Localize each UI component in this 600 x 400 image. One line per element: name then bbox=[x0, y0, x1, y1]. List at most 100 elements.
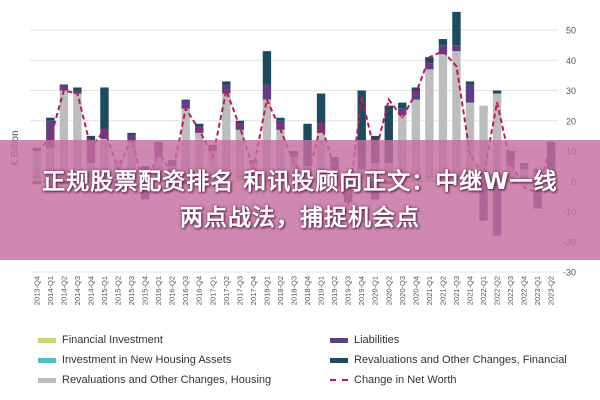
bar-revaluations-and-other-changes-housing bbox=[73, 93, 82, 176]
legend-swatch bbox=[330, 337, 348, 343]
net-worth-point bbox=[184, 107, 187, 110]
bar-revaluations-and-other-changes-housing bbox=[438, 54, 448, 176]
bar-revaluations-and-other-changes-financial bbox=[452, 11, 461, 46]
bar-revaluations-and-other-changes-financial bbox=[316, 93, 326, 124]
bar-liabilities bbox=[73, 90, 82, 94]
x-tick-label: 2020-Q4 bbox=[411, 276, 420, 305]
x-tick-label: 2014-Q3 bbox=[73, 276, 82, 305]
x-tick-label: 2017-Q2 bbox=[222, 276, 231, 305]
legend-item: Financial Investment bbox=[38, 334, 163, 346]
y-tick-label: 50 bbox=[566, 26, 576, 36]
x-tick-label: 2013-Q4 bbox=[32, 276, 41, 305]
bar-revaluations-and-other-changes-housing bbox=[262, 99, 272, 176]
x-tick-label: 2015-Q3 bbox=[127, 276, 136, 305]
bar-liabilities bbox=[276, 120, 285, 130]
net-worth-point bbox=[49, 138, 52, 140]
legend-swatch bbox=[38, 357, 56, 363]
y-tick-label: 40 bbox=[566, 56, 576, 66]
bar-liabilities bbox=[181, 99, 190, 109]
net-worth-point bbox=[198, 129, 201, 131]
bar-revaluations-and-other-changes-financial bbox=[465, 81, 475, 85]
bar-revaluations-and-other-changes-housing bbox=[452, 51, 461, 176]
promo-overlay-banner: 正规股票配资排名 和讯投顾向正文：中继W一线 两点战法，捕捉机会点 bbox=[0, 140, 600, 260]
net-worth-point bbox=[455, 65, 458, 68]
net-worth-point bbox=[266, 98, 268, 101]
legend-item: Investment in New Housing Assets bbox=[38, 354, 231, 366]
bar-liabilities bbox=[452, 45, 461, 52]
x-tick-label: 2020-Q3 bbox=[398, 276, 407, 305]
bar-revaluations-and-other-changes-financial bbox=[398, 102, 407, 109]
net-worth-point bbox=[103, 129, 106, 131]
bar-revaluations-and-other-changes-housing bbox=[222, 93, 231, 176]
x-tick-label: 2019-Q2 bbox=[330, 276, 339, 305]
net-worth-point bbox=[401, 116, 404, 119]
legend-item: Change in Net Worth bbox=[330, 374, 457, 386]
legend-swatch bbox=[330, 379, 348, 381]
y-tick-label: -30 bbox=[563, 268, 576, 278]
net-worth-point bbox=[428, 56, 431, 59]
bar-revaluations-and-other-changes-financial bbox=[357, 90, 366, 155]
x-tick-label: 2019-Q4 bbox=[357, 276, 366, 305]
x-tick-label: 2016-Q1 bbox=[154, 276, 163, 305]
bar-liabilities bbox=[100, 129, 109, 139]
net-worth-point bbox=[130, 138, 133, 140]
x-tick-label: 2020-Q2 bbox=[384, 276, 393, 305]
overlay-text-line-1: 正规股票配资排名 和讯投顾向正文：中继W一线 bbox=[42, 169, 558, 195]
legend-item: Revaluations and Other Changes, Financia… bbox=[330, 354, 567, 366]
bar-revaluations-and-other-changes-housing bbox=[411, 99, 421, 176]
net-worth-point bbox=[225, 89, 228, 92]
legend-item: Revaluations and Other Changes, Housing bbox=[38, 374, 271, 386]
bar-revaluations-and-other-changes-financial bbox=[46, 117, 55, 121]
net-worth-point bbox=[63, 89, 65, 92]
legend-label: Revaluations and Other Changes, Housing bbox=[62, 374, 272, 386]
legend-label: Investment in New Housing Assets bbox=[62, 354, 232, 366]
bar-revaluations-and-other-changes-housing bbox=[59, 90, 69, 176]
legend: Financial Investment Liabilities Investmen… bbox=[0, 328, 600, 398]
legend-label: Change in Net Worth bbox=[354, 374, 457, 386]
bar-liabilities bbox=[222, 84, 231, 94]
x-tick-label: 2021-Q2 bbox=[438, 276, 447, 305]
x-tick-label: 2019-Q1 bbox=[317, 276, 326, 305]
legend-swatch bbox=[330, 357, 348, 363]
bar-revaluations-and-other-changes-financial bbox=[235, 120, 245, 124]
x-tick-label: 2017-Q4 bbox=[249, 276, 258, 305]
x-tick-label: 2021-Q4 bbox=[466, 276, 475, 305]
legend-item: Liabilities bbox=[330, 334, 399, 346]
overlay-text-line-2: 两点战法，捕捉机会点 bbox=[180, 205, 420, 231]
bar-revaluations-and-other-changes-housing bbox=[492, 93, 502, 176]
net-worth-point bbox=[442, 50, 444, 52]
x-tick-label: 2018-Q2 bbox=[276, 276, 285, 305]
bar-liabilities bbox=[425, 63, 434, 70]
bar-liabilities bbox=[46, 120, 55, 148]
net-worth-point bbox=[320, 122, 322, 125]
net-worth-point bbox=[415, 92, 417, 95]
y-tick-label: 20 bbox=[566, 116, 576, 126]
net-worth-point bbox=[387, 98, 390, 101]
legend-label: Revaluations and Other Changes, Financia… bbox=[354, 354, 567, 366]
bar-revaluations-and-other-changes-financial bbox=[438, 39, 448, 46]
net-worth-point bbox=[239, 126, 241, 128]
x-tick-label: 2017-Q1 bbox=[208, 276, 217, 305]
bar-revaluations-and-other-changes-financial bbox=[222, 81, 231, 85]
x-tick-label: 2015-Q2 bbox=[114, 276, 123, 305]
x-tick-label: 2016-Q3 bbox=[181, 276, 190, 305]
x-tick-label: 2014-Q1 bbox=[46, 276, 55, 305]
bar-revaluations-and-other-changes-financial bbox=[86, 135, 96, 142]
x-tick-label: 2014-Q4 bbox=[86, 276, 95, 305]
bar-liabilities bbox=[59, 84, 69, 91]
legend-swatch bbox=[38, 377, 56, 383]
x-tick-label: 2022-Q4 bbox=[520, 276, 529, 305]
x-tick-label: 2021-Q1 bbox=[425, 276, 434, 305]
bar-revaluations-and-other-changes-financial bbox=[262, 51, 272, 85]
bar-revaluations-and-other-changes-financial bbox=[127, 132, 136, 136]
bar-liabilities bbox=[262, 84, 272, 100]
x-tick-label: 2018-Q4 bbox=[303, 276, 312, 305]
bar-revaluations-and-other-changes-financial bbox=[492, 90, 502, 94]
bar-liabilities bbox=[438, 45, 448, 55]
bar-revaluations-and-other-changes-financial bbox=[73, 87, 82, 91]
bar-revaluations-and-other-changes-financial bbox=[411, 87, 421, 91]
bar-revaluations-and-other-changes-financial bbox=[100, 87, 109, 130]
x-tick-label: 2016-Q2 bbox=[168, 276, 177, 305]
x-tick-label: 2023-Q2 bbox=[547, 276, 556, 305]
x-tick-label: 2018-Q3 bbox=[290, 276, 299, 305]
